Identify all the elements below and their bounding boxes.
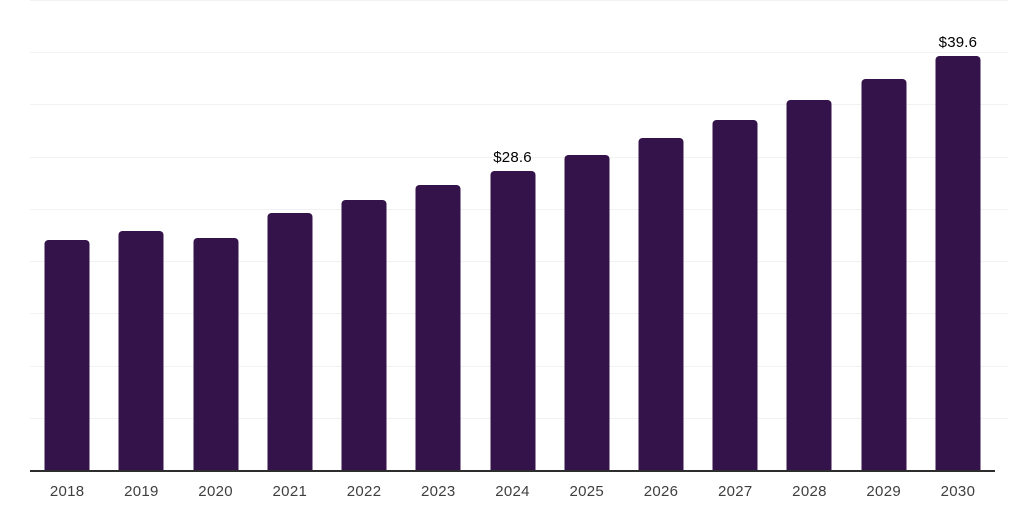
x-tick-label-2026: 2026 <box>643 483 679 500</box>
bar-slot-2019 <box>104 0 178 470</box>
x-tick-label-2020: 2020 <box>198 483 233 500</box>
x-axis-line <box>30 470 995 472</box>
gridline <box>30 104 1008 106</box>
bar-2027 <box>712 120 758 470</box>
bar-2020 <box>193 238 239 470</box>
gridline <box>30 52 1008 54</box>
bar-2024 <box>490 171 536 470</box>
bar-slot-2018 <box>30 0 104 470</box>
bar-slot-2022 <box>327 0 401 470</box>
value-label-2030: $39.6 <box>938 34 978 52</box>
bar-slot-2027 <box>698 0 772 470</box>
bar-2022 <box>341 199 387 470</box>
x-tick-label-2029: 2029 <box>866 483 901 500</box>
x-axis-labels: 2018 2019 2020 2021 2022 2023 2024 2025 2026 2027… <box>30 483 995 500</box>
x-tick-label-2019: 2019 <box>124 483 159 500</box>
bar-slot-2028 <box>772 0 846 470</box>
bar-slot-2025 <box>550 0 624 470</box>
bar-2018 <box>44 240 90 470</box>
bar-slot-2030: $39.6 <box>921 0 995 470</box>
bar-slot-2020 <box>178 0 252 470</box>
value-label-2024: $28.6 <box>493 149 532 167</box>
bar-2019 <box>118 230 164 470</box>
bar-2021 <box>267 213 313 470</box>
plot-area: $28.6 $39.6 <box>30 0 995 470</box>
bar-2030 <box>935 56 981 470</box>
bar-slot-2023 <box>401 0 475 470</box>
x-tick-label-2024: 2024 <box>495 483 530 500</box>
bar-2029 <box>861 79 907 470</box>
x-tick-label-2021: 2021 <box>272 483 308 500</box>
x-tick-label-2025: 2025 <box>569 483 605 500</box>
x-tick-label-2027: 2027 <box>717 483 753 500</box>
bar-2025 <box>564 154 610 470</box>
x-tick-label-2028: 2028 <box>792 483 827 500</box>
gridline <box>30 156 1008 158</box>
bar-slot-2026 <box>624 0 698 470</box>
bar-slot-2024: $28.6 <box>475 0 549 470</box>
bar-slot-2029 <box>847 0 921 470</box>
bar-2023 <box>415 184 461 470</box>
bar-2026 <box>638 137 684 470</box>
x-tick-label-2022: 2022 <box>346 483 382 500</box>
x-tick-label-2030: 2030 <box>940 483 976 500</box>
bar-slot-2021 <box>253 0 327 470</box>
x-tick-label-2018: 2018 <box>49 483 85 500</box>
bar-2028 <box>786 100 832 470</box>
gridline <box>30 0 1008 1</box>
x-tick-label-2023: 2023 <box>421 483 456 500</box>
